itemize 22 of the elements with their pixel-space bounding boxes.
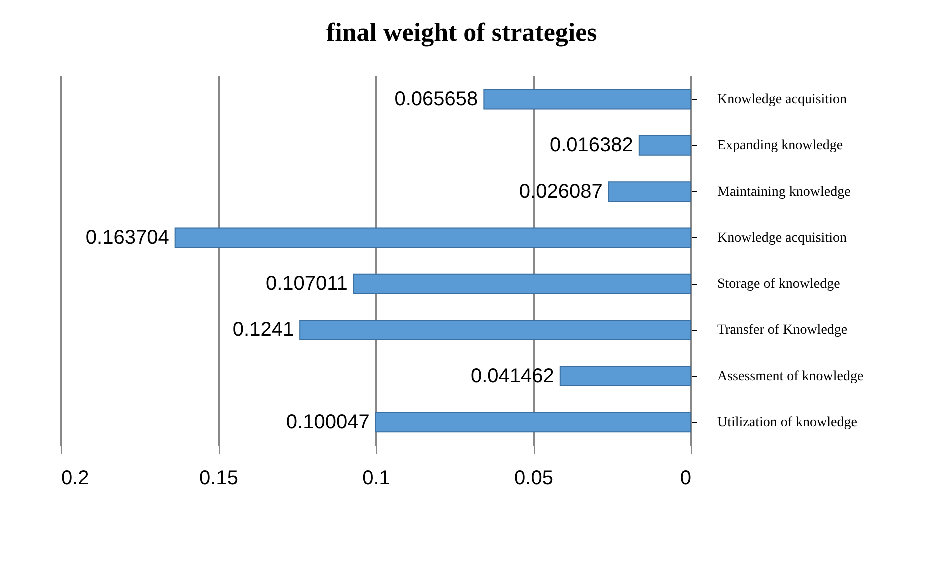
data-label: 0.107011 [266,273,348,296]
data-label: 0.100047 [286,411,370,434]
data-label: 0.065658 [394,88,478,111]
y-tick-label: Utilization of knowledge [718,415,858,430]
y-tick-label: Knowledge acquisition [718,92,847,108]
x-tick-label: 0.05 [514,468,554,490]
data-label: 0.163704 [86,226,170,249]
y-tick-label: Storage of knowledge [718,277,840,292]
data-label: 0.041462 [470,365,554,388]
x-tick-label: 0 [680,468,692,490]
y-tick-label: Maintaining knowledge [718,184,851,200]
y-tick-label: Knowledge acquisition [718,230,847,246]
y-tick-label: Transfer of Knowledge [718,323,848,338]
y-tick-label: Assessment of knowledge [718,369,864,384]
data-label: 0.1241 [232,319,294,342]
chart-title: final weight of strategies [326,18,598,47]
x-tick-label: 0.2 [62,468,90,490]
y-tick-label: Expanding knowledge [718,138,844,154]
data-label: 0.016382 [550,134,634,157]
x-tick-label: 0.15 [200,468,238,490]
x-tick-label: 0.1 [362,468,390,490]
data-label: 0.026087 [519,180,603,203]
